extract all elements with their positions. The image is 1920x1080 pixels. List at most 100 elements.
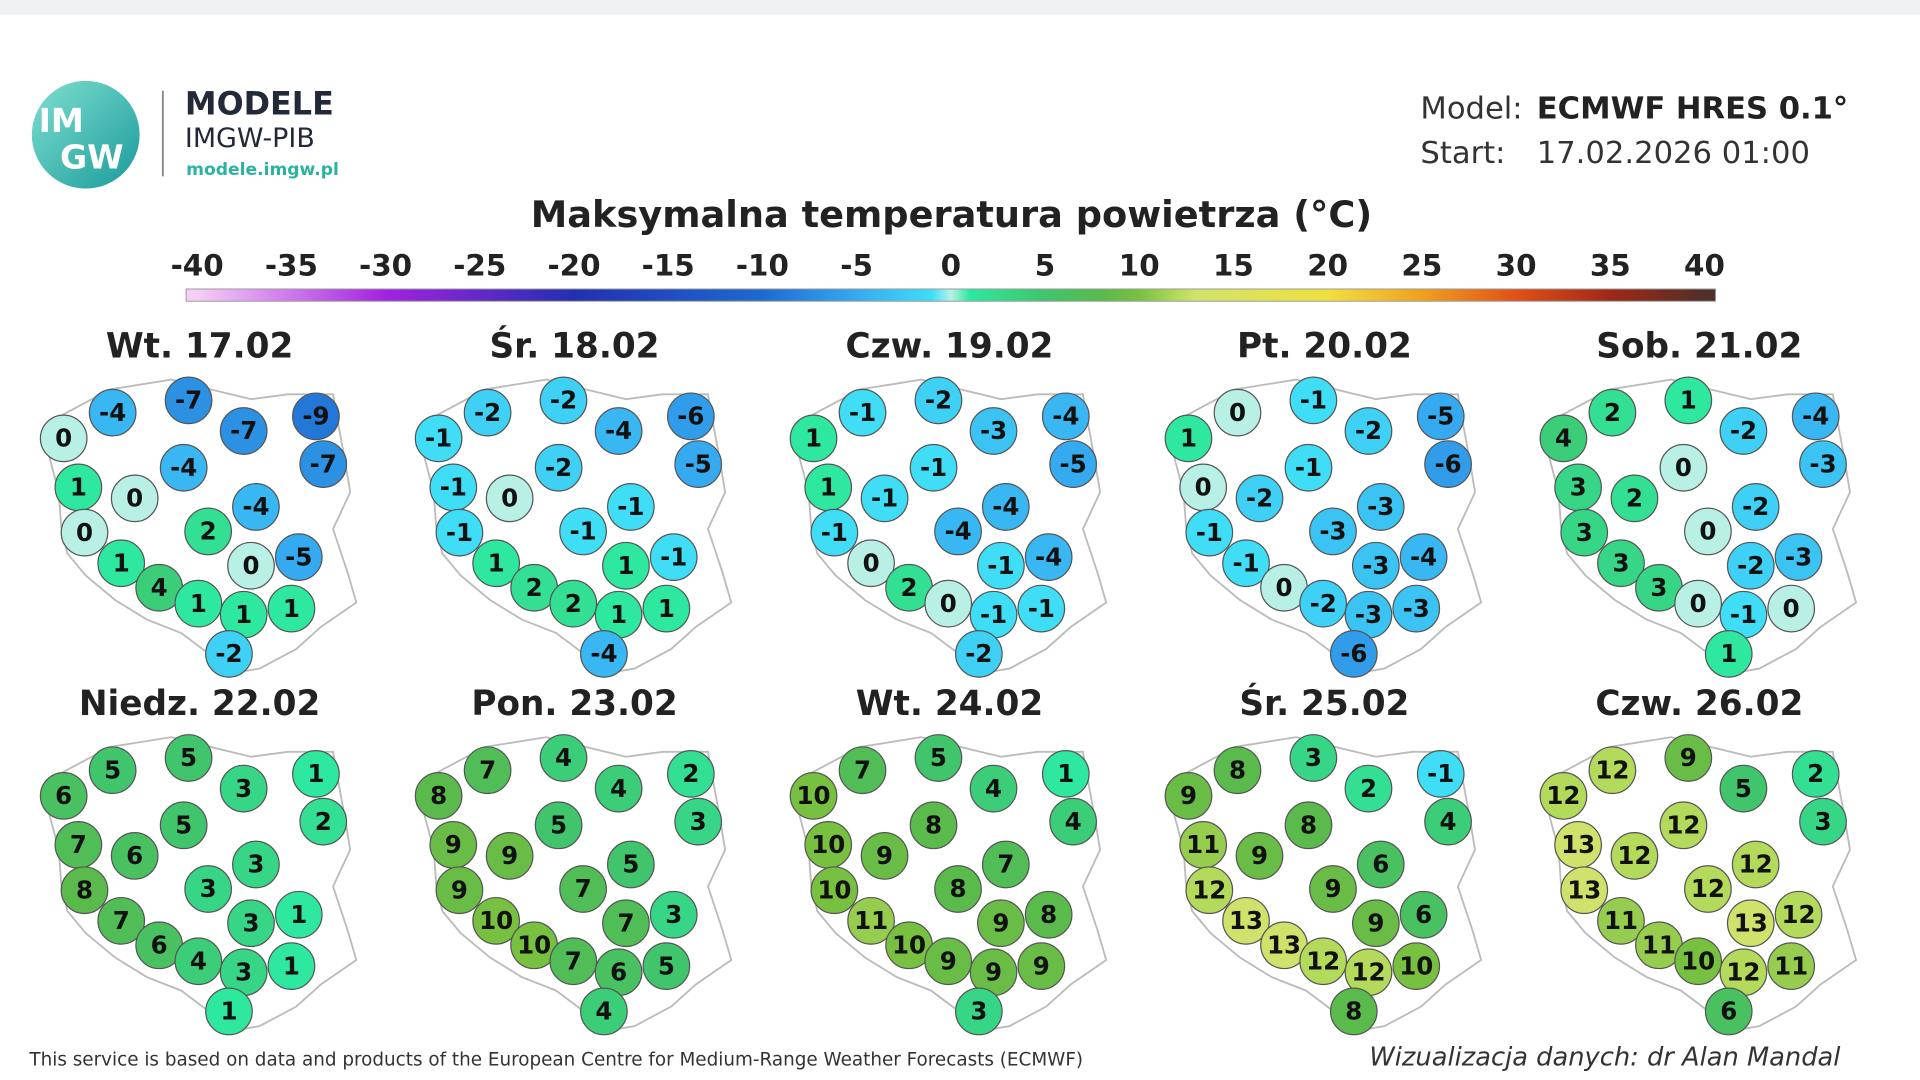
colorbar-tick-label: 25: [1401, 248, 1442, 282]
station-value: 4: [610, 774, 627, 803]
station-marker: [1597, 896, 1645, 945]
top-strip: [0, 0, 1920, 15]
station-value: -4: [170, 453, 197, 482]
colorbar-tick-label: 30: [1496, 248, 1537, 282]
station-marker: [666, 392, 715, 441]
station-value: -4: [1052, 402, 1079, 431]
station-value: 4: [595, 997, 612, 1026]
station-marker: [1731, 840, 1780, 889]
station-value: 12: [1306, 946, 1340, 975]
source-note: This service is based on data and produc…: [28, 1049, 1083, 1070]
station-value: 11: [1774, 951, 1808, 980]
station-value: 2: [526, 573, 543, 602]
station-marker: [60, 508, 109, 557]
station-marker: [602, 899, 650, 948]
station-value: 10: [1681, 946, 1715, 975]
station-marker: [159, 801, 208, 850]
station-marker: [227, 541, 275, 590]
station-value: -4: [1410, 542, 1437, 571]
station-marker: [435, 866, 484, 915]
station-marker: [1164, 772, 1213, 820]
station-value: 1: [1180, 424, 1197, 453]
station-marker: [606, 840, 655, 889]
station-marker: [97, 896, 146, 945]
station-value: -4: [99, 398, 126, 427]
station-value: 4: [555, 743, 572, 772]
station-value: 1: [610, 600, 627, 629]
station-marker: [159, 443, 208, 492]
station-value: 3: [1576, 518, 1593, 547]
station-marker: [1213, 388, 1262, 437]
station-value: 1: [190, 589, 207, 618]
colorbar: [185, 288, 1716, 302]
station-value: 5: [1735, 774, 1752, 803]
station-value: 9: [1033, 951, 1050, 980]
station-marker: [299, 440, 348, 488]
station-value: 6: [1415, 900, 1432, 929]
station-marker: [860, 474, 909, 523]
station-value: 1: [488, 548, 505, 577]
station-marker: [184, 507, 233, 556]
station-value: -3: [1809, 449, 1836, 478]
colorbar-tick-label: 5: [1035, 248, 1055, 282]
map-date: Czw. 26.02: [1595, 684, 1803, 724]
station-value: -1: [440, 473, 467, 502]
station-value: -1: [821, 518, 848, 547]
station-marker: [267, 942, 316, 990]
station-value: 5: [550, 811, 567, 840]
station-value: 13: [1229, 906, 1263, 935]
station-marker: [1664, 734, 1713, 782]
station-marker: [110, 474, 159, 523]
map-date: Niedz. 22.02: [79, 684, 320, 724]
station-value: 1: [617, 551, 634, 580]
station-value: -2: [1742, 492, 1769, 521]
station-value: 7: [565, 946, 582, 975]
station-value: -2: [474, 398, 501, 427]
station-value: -1: [570, 517, 597, 546]
station-marker: [1392, 942, 1441, 990]
station-value: -2: [545, 453, 572, 482]
station-value: 8: [430, 781, 447, 810]
station-marker: [1049, 440, 1098, 488]
station-value: -4: [1035, 542, 1062, 571]
station-marker: [1222, 896, 1270, 945]
station-value: 1: [283, 951, 300, 980]
station-value: -5: [285, 542, 312, 571]
station-marker: [1299, 579, 1348, 628]
station-marker: [559, 865, 607, 913]
station-marker: [1041, 392, 1090, 441]
station-value: 3: [1305, 743, 1322, 772]
station-marker: [1726, 899, 1775, 948]
station-value: 9: [992, 908, 1009, 937]
station-value: -3: [1367, 492, 1394, 521]
station-value: 9: [985, 957, 1002, 986]
station-marker: [274, 890, 323, 939]
station-value: 2: [682, 759, 699, 788]
station-marker: [580, 630, 628, 678]
station-value: -6: [677, 402, 704, 431]
station-value: 3: [235, 957, 252, 986]
station-value: 6: [1720, 997, 1737, 1026]
station-value: 5: [104, 755, 121, 784]
station-value: -4: [944, 517, 971, 546]
colorbar-tick-label: -25: [453, 248, 506, 282]
station-marker: [1289, 376, 1338, 425]
colorbar-tick-label: 15: [1213, 248, 1254, 282]
station-value: -5: [1060, 449, 1087, 478]
station-value: 1: [820, 473, 837, 502]
station-value: 10: [817, 875, 851, 904]
station-marker: [789, 414, 838, 463]
station-value: 12: [1595, 755, 1629, 784]
station-value: 4: [1440, 807, 1457, 836]
station-marker: [414, 772, 463, 820]
colorbar-tick-label: 10: [1119, 248, 1160, 282]
map-panel: Pt. 20.020 -1-2-51-1 -60 -2 -3-1 -3-3 -4-10-2-…: [1164, 326, 1483, 678]
colorbar-tick-label: -35: [265, 248, 318, 282]
station-marker: [594, 407, 643, 455]
station-value: 1: [1680, 386, 1697, 415]
station-marker: [267, 584, 316, 633]
station-value: -1: [920, 453, 947, 482]
station-value: -1: [425, 424, 452, 453]
station-value: 1: [805, 424, 822, 453]
